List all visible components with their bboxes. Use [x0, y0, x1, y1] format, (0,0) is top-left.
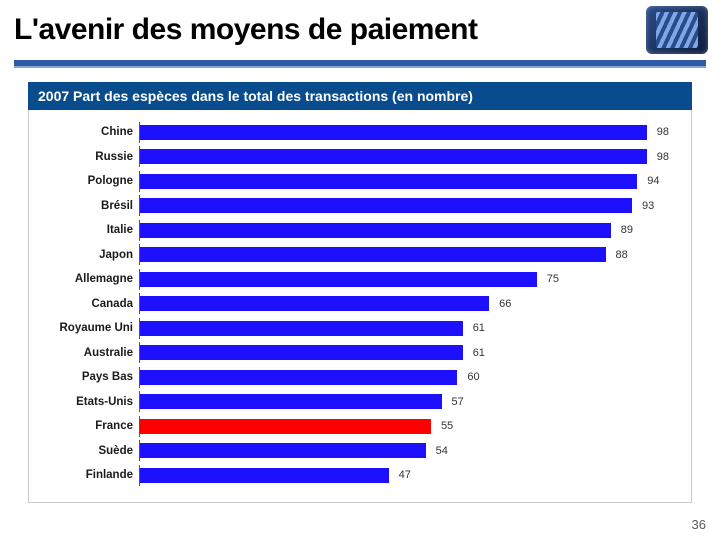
chart-row: Australie 61 [37, 341, 669, 366]
category-label: Pologne [37, 175, 139, 187]
category-label: France [37, 420, 139, 432]
bar [140, 296, 489, 311]
value-label: 88 [616, 249, 628, 261]
category-label: Finlande [37, 469, 139, 481]
bar-area: 57 [139, 391, 669, 412]
bar-area: 94 [139, 171, 669, 192]
bar [140, 443, 426, 458]
chart-row: Pologne 94 [37, 169, 669, 194]
value-label: 66 [499, 298, 511, 310]
bar-area: 54 [139, 440, 669, 461]
title-row: L'avenir des moyens de paiement [0, 0, 720, 54]
bar-area: 61 [139, 342, 669, 363]
logo-icon [646, 6, 708, 54]
value-label: 94 [647, 175, 659, 187]
category-label: Australie [37, 347, 139, 359]
bar [140, 149, 647, 164]
category-label: Royaume Uni [37, 322, 139, 334]
bar-area: 98 [139, 146, 669, 167]
category-label: Allemagne [37, 273, 139, 285]
chart-row: Russie 98 [37, 145, 669, 170]
chart-row: Etats-Unis 57 [37, 390, 669, 415]
chart-row: Suède 54 [37, 439, 669, 464]
chart-body: Chine 98 Russie 98 Pologne 94 Brésil 93 Italie 89… [28, 110, 692, 503]
chart-row: Japon 88 [37, 243, 669, 268]
category-label: Japon [37, 249, 139, 261]
category-label: Chine [37, 126, 139, 138]
bar [140, 468, 389, 483]
bar-area: 61 [139, 318, 669, 339]
bar [140, 394, 442, 409]
chart-row: Chine 98 [37, 120, 669, 145]
bar-area: 60 [139, 367, 669, 388]
bar [140, 419, 431, 434]
category-label: Brésil [37, 200, 139, 212]
value-label: 98 [657, 151, 669, 163]
bar [140, 272, 537, 287]
chart-row: Brésil 93 [37, 194, 669, 219]
bar [140, 174, 637, 189]
page-title: L'avenir des moyens de paiement [14, 13, 646, 47]
page-number: 36 [692, 517, 706, 532]
chart-row: Royaume Uni 61 [37, 316, 669, 341]
chart: 2007 Part des espèces dans le total des … [28, 82, 692, 503]
bar-area: 47 [139, 465, 669, 486]
slide: L'avenir des moyens de paiement 2007 Par… [0, 0, 720, 540]
chart-row: Allemagne 75 [37, 267, 669, 292]
title-rule [14, 60, 706, 68]
category-label: Etats-Unis [37, 396, 139, 408]
bar-area: 88 [139, 244, 669, 265]
bar-area: 89 [139, 220, 669, 241]
value-label: 89 [621, 224, 633, 236]
value-label: 75 [547, 273, 559, 285]
bar-area: 55 [139, 416, 669, 437]
bar [140, 370, 457, 385]
value-label: 54 [436, 445, 448, 457]
chart-row: France 55 [37, 414, 669, 439]
bar [140, 198, 632, 213]
bar-area: 93 [139, 195, 669, 216]
category-label: Canada [37, 298, 139, 310]
value-label: 60 [467, 371, 479, 383]
bar [140, 345, 463, 360]
bar-area: 75 [139, 269, 669, 290]
value-label: 98 [657, 126, 669, 138]
chart-row: Italie 89 [37, 218, 669, 243]
chart-row: Finlande 47 [37, 463, 669, 488]
value-label: 61 [473, 347, 485, 359]
value-label: 47 [399, 469, 411, 481]
bar [140, 247, 606, 262]
bar-area: 66 [139, 293, 669, 314]
bar [140, 321, 463, 336]
category-label: Italie [37, 224, 139, 236]
category-label: Pays Bas [37, 371, 139, 383]
bar-area: 98 [139, 122, 669, 143]
category-label: Suède [37, 445, 139, 457]
category-label: Russie [37, 151, 139, 163]
value-label: 61 [473, 322, 485, 334]
value-label: 57 [452, 396, 464, 408]
value-label: 55 [441, 420, 453, 432]
bar [140, 223, 611, 238]
bar [140, 125, 647, 140]
chart-title: 2007 Part des espèces dans le total des … [28, 82, 692, 110]
chart-row: Pays Bas 60 [37, 365, 669, 390]
chart-row: Canada 66 [37, 292, 669, 317]
value-label: 93 [642, 200, 654, 212]
